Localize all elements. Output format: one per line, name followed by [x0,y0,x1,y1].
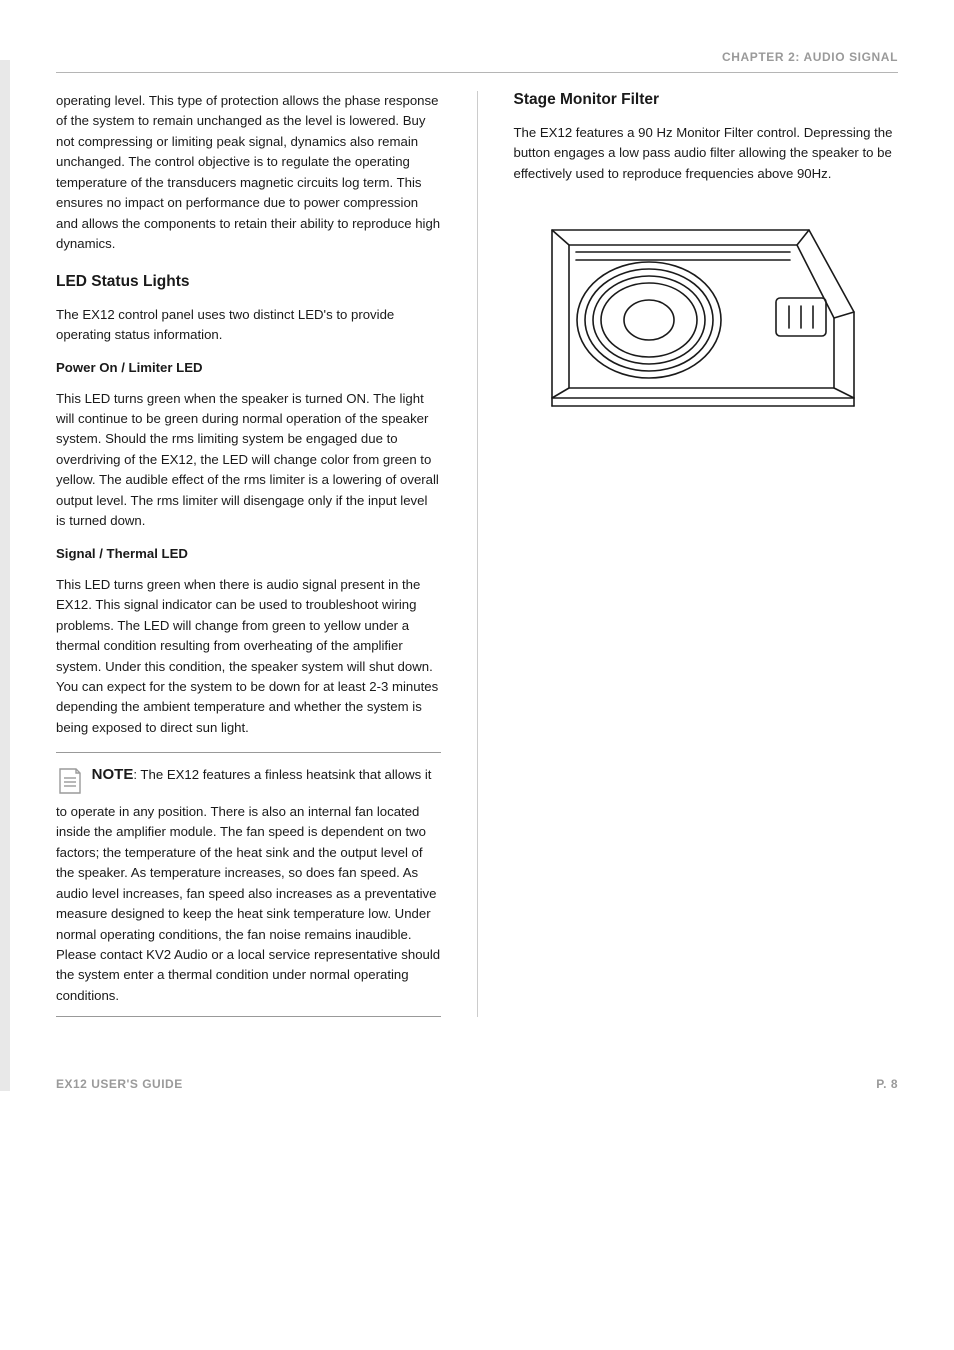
stage-monitor-paragraph: The EX12 features a 90 Hz Monitor Filter… [514,123,899,184]
two-column-layout: operating level. This type of protection… [56,91,898,1017]
signal-thermal-paragraph: This LED turns green when there is audio… [56,575,441,739]
power-on-paragraph: This LED turns green when the speaker is… [56,389,441,532]
page-footer: EX12 USER'S GUIDE P. 8 [56,1077,898,1091]
note-box: NOTE: The EX12 features a finless heatsi… [56,752,441,1017]
heading-stage-monitor: Stage Monitor Filter [514,91,899,109]
led-intro-paragraph: The EX12 control panel uses two distinct… [56,305,441,346]
note-text: : The EX12 features a finless heatsink t… [56,767,440,1003]
intro-paragraph: operating level. This type of protection… [56,91,441,255]
speaker-wedge-figure [514,200,899,465]
heading-power-on: Power On / Limiter LED [56,360,441,375]
column-divider [477,91,478,1017]
chapter-header: CHAPTER 2: AUDIO SIGNAL [56,50,898,73]
footer-guide-title: EX12 USER'S GUIDE [56,1077,183,1091]
heading-led-status: LED Status Lights [56,273,441,291]
heading-signal-thermal: Signal / Thermal LED [56,546,441,561]
note-icon [56,765,84,801]
footer-page-number: P. 8 [876,1077,898,1091]
left-column: operating level. This type of protection… [56,91,441,1017]
note-paragraph: NOTE: The EX12 features a finless heatsi… [56,763,441,1006]
note-label: NOTE [92,766,134,783]
page-container: CHAPTER 2: AUDIO SIGNAL operating level.… [0,0,954,1131]
right-column: Stage Monitor Filter The EX12 features a… [514,91,899,1017]
